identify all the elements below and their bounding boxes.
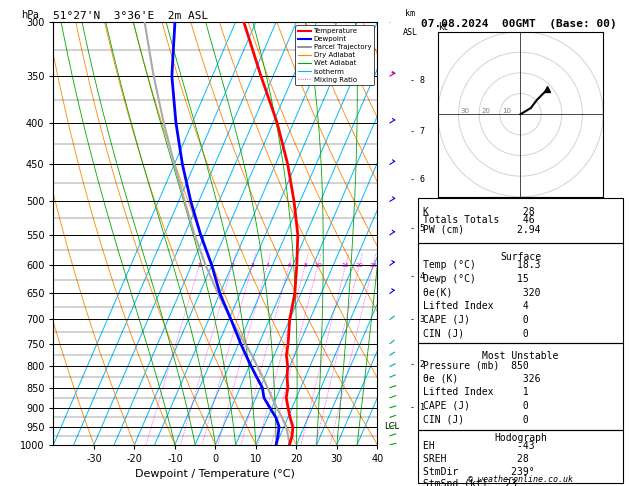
Text: - 5: - 5 [411, 224, 425, 233]
Text: StmSpd (kt)   23: StmSpd (kt) 23 [423, 479, 517, 486]
X-axis label: Dewpoint / Temperature (°C): Dewpoint / Temperature (°C) [135, 469, 296, 479]
Text: 4: 4 [265, 263, 269, 268]
Text: θe(K)            320: θe(K) 320 [423, 288, 541, 298]
Text: 8: 8 [303, 263, 307, 268]
Text: 6: 6 [287, 263, 291, 268]
Text: 3: 3 [250, 263, 255, 268]
Text: CAPE (J)         0: CAPE (J) 0 [423, 401, 529, 411]
Text: 10: 10 [314, 263, 322, 268]
Text: EH              -43: EH -43 [423, 441, 535, 451]
Text: 51°27'N  3°36'E  2m ASL: 51°27'N 3°36'E 2m ASL [53, 11, 209, 21]
Text: CIN (J)          0: CIN (J) 0 [423, 415, 529, 425]
Text: 20: 20 [355, 263, 364, 268]
Text: θe (K)           326: θe (K) 326 [423, 374, 541, 384]
Text: Pressure (mb)  850: Pressure (mb) 850 [423, 360, 529, 370]
Text: Hodograph: Hodograph [494, 433, 547, 443]
Text: Surface: Surface [500, 252, 541, 262]
Text: 30: 30 [460, 108, 470, 114]
Text: - 4: - 4 [411, 272, 425, 281]
Text: CAPE (J)         0: CAPE (J) 0 [423, 315, 529, 325]
Text: 07.08.2024  00GMT  (Base: 00): 07.08.2024 00GMT (Base: 00) [421, 19, 617, 30]
Text: StmDir         239°: StmDir 239° [423, 467, 535, 477]
Text: Dewp (°C)       15: Dewp (°C) 15 [423, 274, 529, 284]
Text: Totals Totals    46: Totals Totals 46 [423, 215, 535, 226]
Text: Lifted Index     1: Lifted Index 1 [423, 387, 529, 398]
Text: km: km [406, 9, 415, 17]
Text: - 3: - 3 [411, 315, 425, 324]
Text: ASL: ASL [403, 28, 418, 37]
Text: 1: 1 [198, 263, 201, 268]
Legend: Temperature, Dewpoint, Parcel Trajectory, Dry Adiabat, Wet Adiabat, Isotherm, Mi: Temperature, Dewpoint, Parcel Trajectory… [296, 25, 374, 86]
Text: K                28: K 28 [423, 207, 535, 217]
Text: CIN (J)          0: CIN (J) 0 [423, 329, 529, 339]
Text: © weatheronline.co.uk: © weatheronline.co.uk [468, 474, 573, 484]
Text: Lifted Index     4: Lifted Index 4 [423, 301, 529, 312]
Text: 25: 25 [369, 263, 377, 268]
Text: Temp (°C)       18.3: Temp (°C) 18.3 [423, 260, 541, 271]
Text: Most Unstable: Most Unstable [482, 351, 559, 362]
Text: - 2: - 2 [411, 360, 425, 368]
Text: - 1: - 1 [411, 403, 425, 412]
Text: LCL: LCL [384, 422, 399, 431]
Text: hPa: hPa [21, 10, 39, 20]
Text: PW (cm)         2.94: PW (cm) 2.94 [423, 224, 541, 234]
Text: 20: 20 [481, 108, 490, 114]
Text: - 7: - 7 [411, 127, 425, 136]
Text: SREH            28: SREH 28 [423, 454, 529, 464]
Text: - 8: - 8 [411, 76, 425, 86]
Text: 16: 16 [342, 263, 350, 268]
Text: 10: 10 [502, 108, 511, 114]
Text: 2: 2 [230, 263, 234, 268]
Text: kt: kt [438, 21, 447, 32]
Text: - 6: - 6 [411, 175, 425, 184]
